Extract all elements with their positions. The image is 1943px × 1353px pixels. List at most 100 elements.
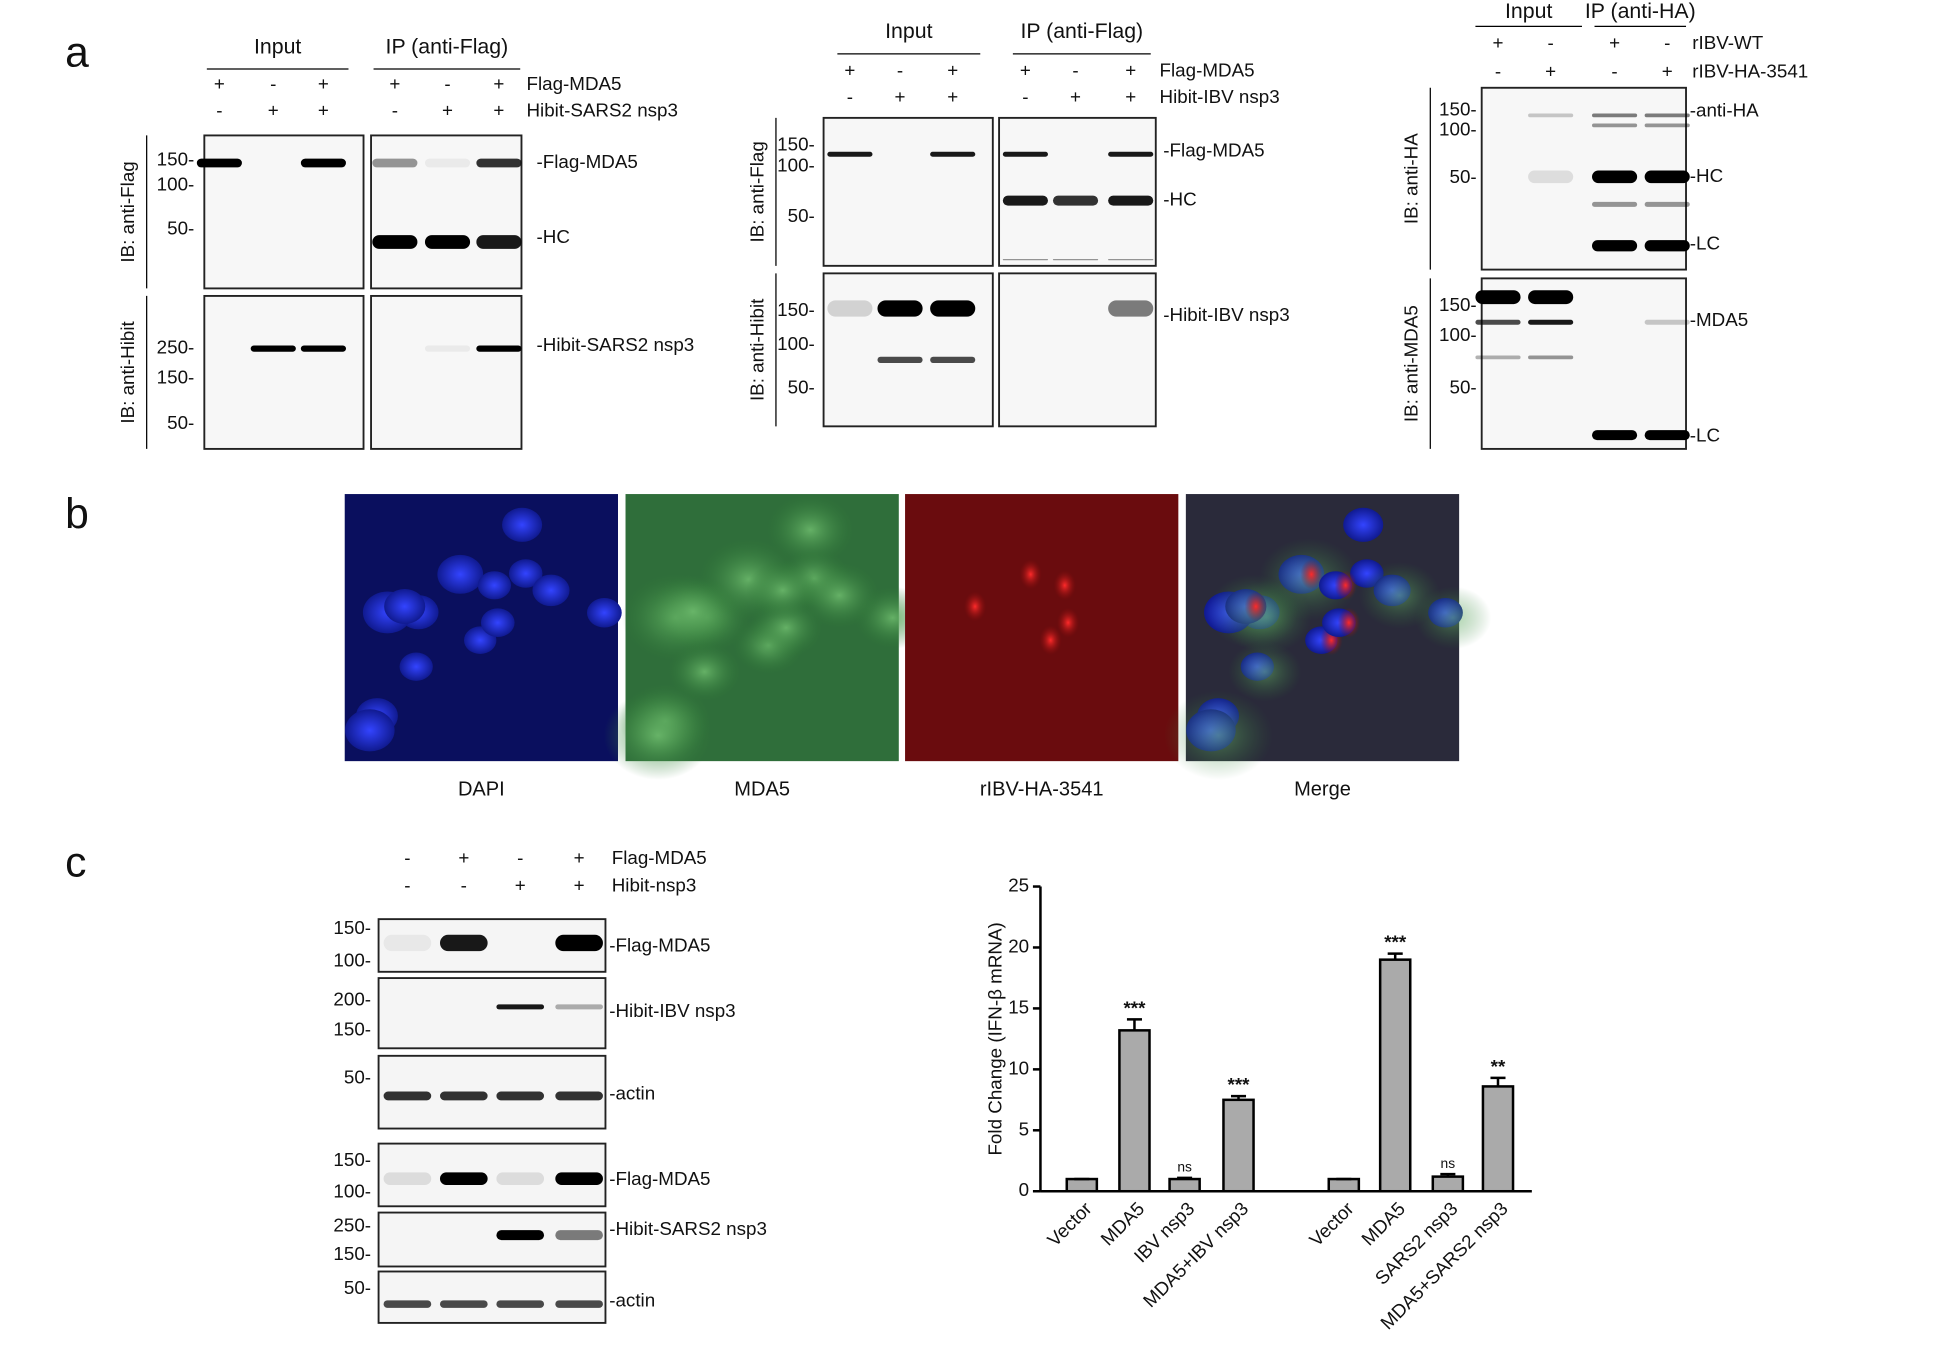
sign: +	[1662, 61, 1673, 82]
mw-marker: 100-	[333, 1180, 371, 1201]
cytoplasm	[1163, 690, 1273, 780]
band	[877, 356, 923, 364]
sign: +	[895, 86, 906, 107]
band	[1644, 170, 1690, 184]
error-bar	[1126, 1018, 1142, 1031]
blot	[377, 1270, 607, 1324]
row-label: rIBV-WT	[1692, 32, 1764, 53]
band	[1002, 195, 1048, 206]
blot-ylabel: IB: anti-Hibit	[746, 298, 767, 401]
band	[196, 158, 242, 168]
y-tick-label: 25	[1008, 875, 1029, 896]
band	[827, 300, 873, 317]
nucleus	[532, 574, 570, 607]
group-header: Input	[885, 19, 932, 43]
mw-marker: 150-	[1439, 294, 1477, 315]
virus-signal	[1039, 625, 1062, 656]
band-label: -anti-HA	[1690, 100, 1759, 121]
micrograph	[905, 494, 1179, 762]
band	[930, 300, 976, 317]
sign: -	[897, 59, 903, 80]
caption: DAPI	[458, 778, 505, 800]
nucleus	[586, 597, 622, 628]
bar	[1222, 1098, 1255, 1193]
nucleus	[1343, 507, 1384, 542]
blot	[203, 294, 365, 450]
sign: -	[404, 847, 410, 868]
band-label: -LC	[1690, 232, 1720, 253]
sign: +	[493, 100, 504, 121]
band	[930, 151, 976, 157]
band	[1108, 300, 1154, 317]
blot-ylabel: IB: anti-Hibit	[117, 320, 138, 423]
sign: +	[214, 73, 225, 94]
band	[1592, 240, 1638, 252]
band-label: -Hibit-SARS2 nsp3	[609, 1218, 767, 1239]
row-label: Hibit-SARS2 nsp3	[526, 100, 677, 121]
nucleus	[508, 559, 543, 588]
band	[1052, 195, 1099, 206]
sign: -	[1022, 86, 1028, 107]
error-bar	[1230, 1094, 1247, 1100]
mw-marker: 150-	[1439, 98, 1477, 119]
band	[1644, 319, 1690, 325]
band	[372, 158, 418, 168]
panel-label: c	[65, 838, 86, 886]
bar	[1168, 1177, 1201, 1193]
bar	[1118, 1029, 1151, 1193]
y-tick-label: 20	[1008, 935, 1029, 956]
band	[1644, 430, 1690, 441]
band-label: -MDA5	[1690, 309, 1748, 330]
nucleus	[384, 588, 426, 624]
x-tick-label: Vector	[1043, 1198, 1096, 1251]
band	[439, 934, 488, 952]
blot	[1480, 277, 1687, 450]
sign: +	[1125, 86, 1136, 107]
nucleus	[480, 608, 515, 637]
nucleus	[437, 554, 484, 594]
bar	[1431, 1175, 1465, 1193]
mw-marker: 100-	[1439, 118, 1477, 139]
sign: +	[1125, 59, 1136, 80]
band	[1644, 201, 1690, 207]
cytoplasm	[1228, 641, 1302, 702]
sign: -	[1548, 32, 1554, 53]
nucleus	[502, 507, 543, 542]
cytoplasm	[603, 690, 713, 780]
bar	[1327, 1177, 1361, 1193]
band	[1644, 113, 1690, 118]
mw-marker: 50-	[788, 205, 815, 226]
sign: -	[1072, 59, 1078, 80]
significance: ***	[1384, 932, 1407, 953]
band	[424, 158, 471, 168]
sign: -	[1664, 32, 1670, 53]
band	[1475, 319, 1521, 325]
mw-marker: 50-	[167, 412, 194, 433]
sign: +	[1020, 59, 1031, 80]
sign: +	[574, 847, 585, 868]
band	[496, 1091, 545, 1101]
significance: ns	[1177, 1159, 1192, 1174]
row-label: Hibit-nsp3	[612, 875, 697, 896]
mw-marker: 150-	[157, 148, 195, 169]
blot	[822, 116, 994, 267]
sign: -	[517, 847, 523, 868]
mw-marker: 50-	[167, 217, 194, 238]
band-label: -Flag-MDA5	[609, 935, 710, 956]
band	[555, 1091, 603, 1101]
band	[476, 235, 522, 249]
sign: +	[389, 73, 400, 94]
sign: -	[847, 86, 853, 107]
band-label: -Hibit-SARS2 nsp3	[537, 334, 695, 355]
mw-marker: 50-	[788, 377, 815, 398]
band	[1592, 113, 1638, 118]
band	[1644, 240, 1690, 252]
band	[1644, 123, 1690, 128]
mw-marker: 150-	[333, 1149, 371, 1170]
band	[930, 356, 976, 364]
mw-marker: 150-	[777, 299, 815, 320]
bar	[1065, 1177, 1099, 1193]
band	[476, 158, 522, 168]
band	[496, 1300, 545, 1308]
